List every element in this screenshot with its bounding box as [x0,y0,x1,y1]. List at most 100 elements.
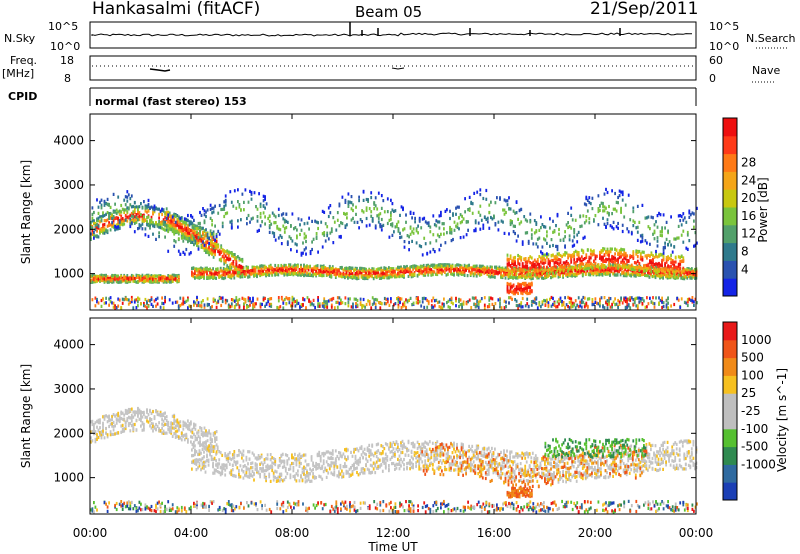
heatmap-cell [668,270,671,274]
heatmap-cell [198,270,201,274]
heatmap-cell [326,234,329,238]
heatmap-cell [557,267,560,271]
heatmap-cell [682,266,685,270]
heatmap-cell [679,255,682,259]
heatmap-cell [185,247,188,252]
heatmap-cell [126,195,129,199]
heatmap-cell [108,276,110,280]
heatmap-cell [514,290,516,294]
heatmap-cell [222,266,225,271]
heatmap-cell [106,229,109,233]
heatmap-cell [197,236,200,240]
heatmap-cell [206,272,208,276]
heatmap-cell [624,255,627,259]
heatmap-cell [576,250,579,254]
heatmap-cell [263,266,266,270]
heatmap-cell [541,223,544,227]
heatmap-cell [213,270,216,274]
heatmap-cell [649,227,651,231]
heatmap-cell [146,210,148,214]
heatmap-cell [115,274,118,278]
heatmap-cell [568,269,570,273]
heatmap-cell [260,264,263,268]
heatmap-cell [391,202,394,206]
heatmap-cell [653,231,656,235]
heatmap-cell [312,267,314,271]
heatmap-cell [120,210,123,214]
heatmap-cell [508,232,510,236]
heatmap-cell [120,214,123,218]
heatmap-cell [158,231,160,235]
heatmap-cell [282,224,285,228]
heatmap-cell [161,279,163,283]
heatmap-cell [321,270,324,274]
heatmap-cell [356,220,359,224]
heatmap-cell [229,264,232,268]
heatmap-cell [365,224,368,228]
heatmap-cell [158,235,160,239]
heatmap-cell [103,226,106,230]
noise-panel: N.Sky 10^5 10^0 10^5 10^0 N.Search [4,20,796,53]
heatmap-cell [676,266,679,270]
heatmap-cell [656,255,659,259]
heatmap-cell [179,222,182,226]
heatmap-cell [164,278,166,282]
heatmap-cell [598,273,601,277]
heatmap-cell [209,251,212,255]
heatmap-cell [660,272,663,276]
heatmap-cell [509,285,512,289]
heatmap-cell [490,200,492,204]
heatmap-cell [646,216,648,220]
heatmap-cell [613,273,616,277]
heatmap-cell [403,265,405,269]
heatmap-cell [300,251,303,255]
heatmap-cell [331,266,334,271]
heatmap-cell [559,253,562,258]
heatmap-cell [515,285,518,289]
heatmap-cell [356,273,358,277]
heatmap-cell [689,271,692,275]
heatmap-cell [153,204,156,208]
heatmap-cell [653,271,655,275]
heatmap-cell [390,214,392,218]
heatmap-cell [291,269,293,273]
heatmap-cell [362,210,365,214]
heatmap-cell [206,233,209,237]
heatmap-cell [678,270,681,274]
heatmap-cell [428,270,431,274]
heatmap-cell [620,208,622,212]
heatmap-cell [301,272,304,276]
heatmap-cell [185,233,188,237]
heatmap-cell [632,256,635,260]
heatmap-cell [611,225,613,229]
heatmap-cell [612,256,615,260]
heatmap-cell [227,250,230,254]
heatmap-cell [421,264,424,269]
heatmap-cell [627,265,630,269]
heatmap-cell [652,264,654,268]
heatmap-cell [124,218,127,222]
heatmap-cell [514,260,516,264]
heatmap-cell [344,224,347,228]
heatmap-cell [424,273,427,277]
heatmap-cell [199,234,201,238]
heatmap-cell [581,273,584,277]
heatmap-cell [341,274,343,278]
heatmap-cell [669,271,672,275]
heatmap-cell [638,265,641,269]
heatmap-cell [218,248,221,252]
heatmap-cell [227,257,230,261]
heatmap-cell [450,264,452,268]
heatmap-cell [262,272,264,276]
heatmap-cell [582,262,585,266]
heatmap-cell [458,205,460,209]
heatmap-cell [368,267,371,271]
heatmap-cell [530,271,533,275]
heatmap-cell [591,253,594,257]
heatmap-cell [123,218,126,222]
heatmap-cell [213,272,216,276]
heatmap-cell [433,270,436,274]
heatmap-cell [126,199,129,203]
heatmap-cell [439,266,442,270]
heatmap-cell [179,225,182,229]
